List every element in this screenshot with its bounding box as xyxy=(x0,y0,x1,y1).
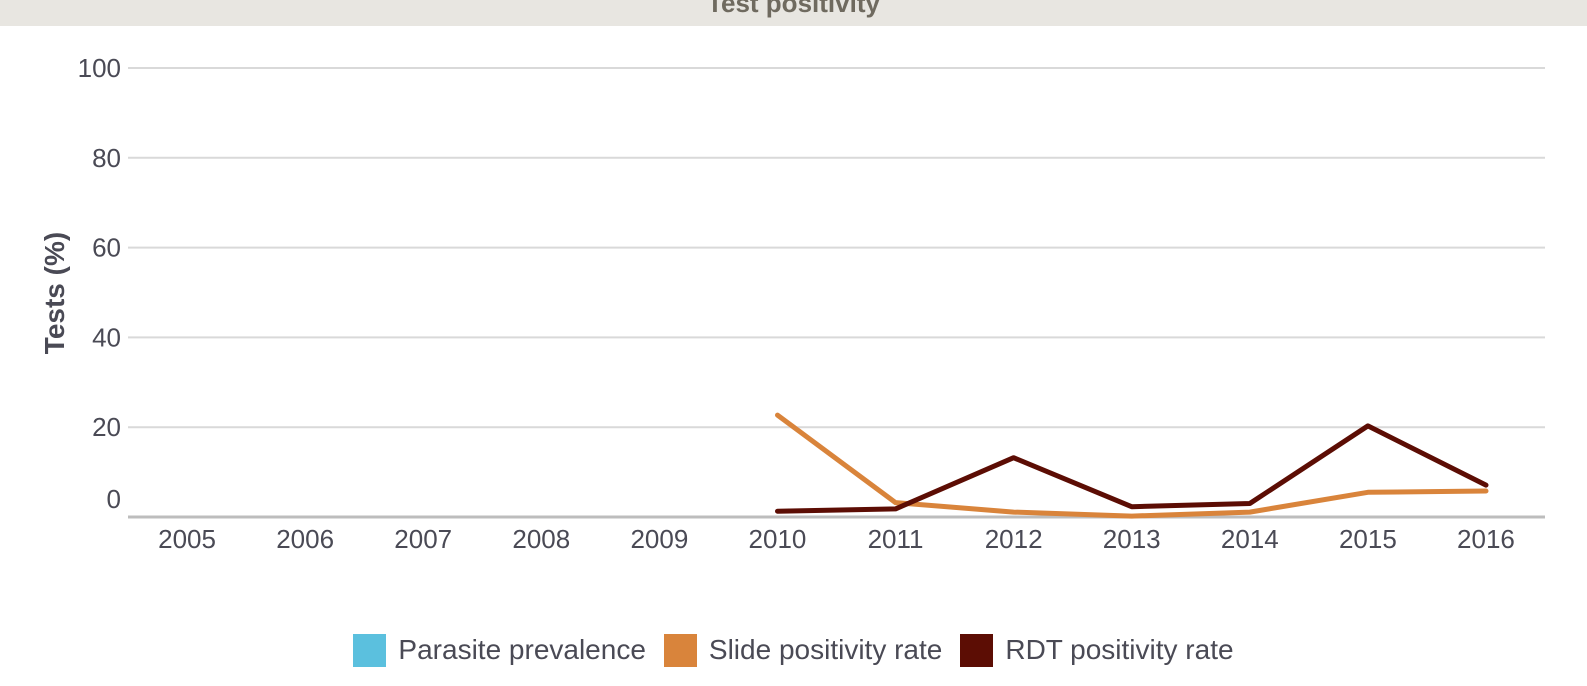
chart-header: Test positivity xyxy=(0,0,1587,26)
grid-lines xyxy=(128,67,1545,429)
legend-label: Slide positivity rate xyxy=(708,634,943,665)
legend-label: Parasite prevalence xyxy=(398,634,646,665)
x-tick-label: 2010 xyxy=(749,524,807,554)
y-tick-label: 60 xyxy=(92,233,121,263)
y-tick-label: 100 xyxy=(78,53,121,83)
x-tick-label: 2012 xyxy=(985,524,1043,554)
legend-label: RDT positivity rate xyxy=(1005,634,1234,665)
legend-swatch xyxy=(663,633,697,667)
legend: Parasite prevalence Slide positivity rate… xyxy=(0,630,1587,670)
legend-item[interactable]: Slide positivity rate xyxy=(663,633,943,667)
series-lines xyxy=(775,412,1489,519)
x-axis-ticks: 2005 2006 2007 2008 2009 2010 2011 2012 2013 2014… xyxy=(158,524,1515,554)
x-tick-label: 2015 xyxy=(1339,524,1397,554)
x-tick-label: 2008 xyxy=(512,524,570,554)
y-tick-label: 0 xyxy=(107,484,121,514)
x-tick-label: 2013 xyxy=(1103,524,1161,554)
chart-title: Test positivity xyxy=(707,0,880,18)
y-tick-label: 40 xyxy=(92,322,121,352)
series-line-1 xyxy=(775,412,1489,519)
legend-swatch xyxy=(960,633,994,667)
legend-swatch xyxy=(353,633,387,667)
legend-item[interactable]: Parasite prevalence xyxy=(353,633,646,667)
x-tick-label: 2007 xyxy=(394,524,452,554)
line-chart: 0 20 40 60 80 100 2005 2006 2007 2008 2009 2010 201… xyxy=(39,53,1545,554)
y-axis-label: Tests (%) xyxy=(39,232,70,354)
x-tick-label: 2009 xyxy=(630,524,688,554)
y-tick-label: 80 xyxy=(92,143,121,173)
x-tick-label: 2005 xyxy=(158,524,216,554)
x-tick-label: 2006 xyxy=(276,524,334,554)
y-axis-ticks: 0 20 40 60 80 100 xyxy=(78,53,121,514)
x-tick-label: 2014 xyxy=(1221,524,1279,554)
series-line-2 xyxy=(775,423,1489,514)
legend-item[interactable]: RDT positivity rate xyxy=(960,633,1234,667)
x-tick-label: 2016 xyxy=(1457,524,1515,554)
y-tick-label: 20 xyxy=(92,412,121,442)
x-tick-label: 2011 xyxy=(868,524,924,554)
